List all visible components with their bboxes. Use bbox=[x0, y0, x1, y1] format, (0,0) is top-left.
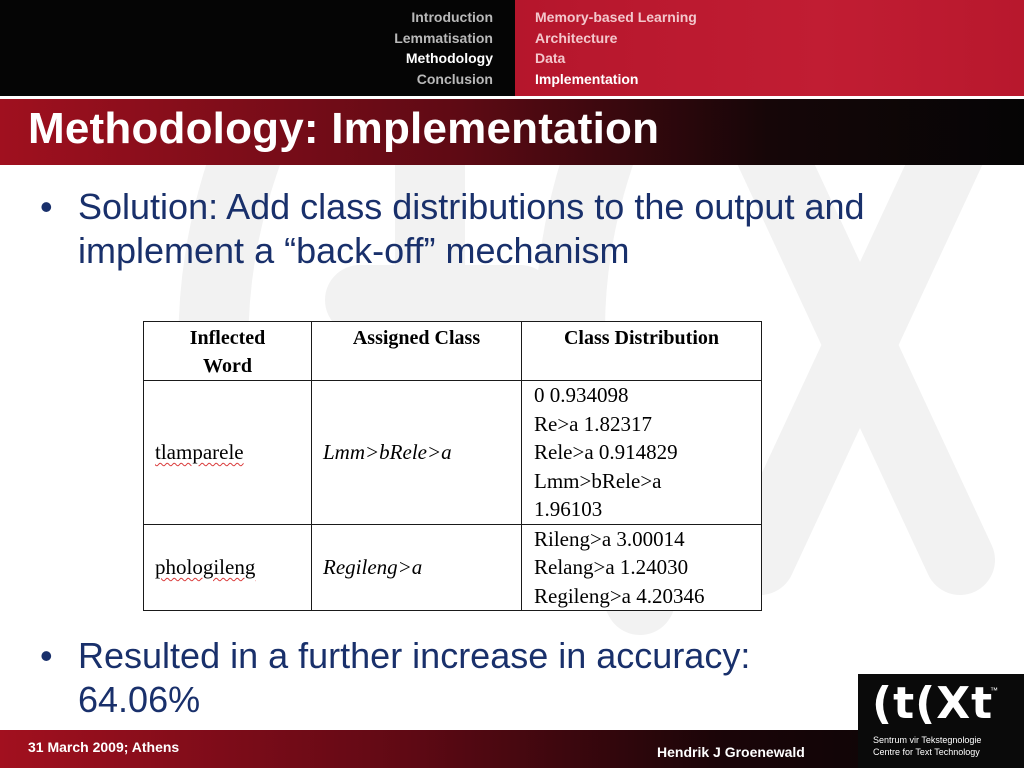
title-band bbox=[0, 99, 1024, 165]
distribution-line: 1.96103 bbox=[534, 497, 603, 521]
distribution-line: Relang>a 1.24030 bbox=[534, 555, 689, 579]
class-distribution-table: Inflected Word Assigned Class Class Dist… bbox=[143, 321, 762, 611]
word-cell: phologileng bbox=[143, 523, 312, 611]
bullet-glyph: • bbox=[40, 635, 53, 676]
footer-author: Hendrik J Groenewald bbox=[657, 744, 805, 760]
bullet-glyph: • bbox=[40, 186, 53, 227]
bullet-text: Resulted in a further increase in accura… bbox=[78, 635, 751, 720]
distribution-cell: Rileng>a 3.00014 Relang>a 1.24030 Regile… bbox=[521, 523, 762, 611]
logo-trademark: ™ bbox=[990, 686, 998, 695]
footer-date: 31 March 2009; Athens bbox=[28, 739, 180, 755]
word-text: tlamparele bbox=[155, 439, 244, 464]
nav-item-data[interactable]: Data bbox=[535, 50, 566, 66]
word-cell: tlamparele bbox=[143, 380, 312, 525]
assigned-class-text: Lmm>bRele>a bbox=[323, 439, 452, 464]
distribution-line: Re>a 1.82317 bbox=[534, 411, 652, 436]
header-divider bbox=[0, 96, 1024, 99]
nav-item-lemmatisation[interactable]: Lemmatisation bbox=[394, 29, 493, 46]
nav-item-introduction[interactable]: Introduction bbox=[411, 9, 493, 25]
nav-item-implementation[interactable]: Implementation bbox=[535, 70, 639, 87]
nav-item-memory-based-learning[interactable]: Memory-based Learning bbox=[535, 9, 697, 25]
nav-item-methodology[interactable]: Methodology bbox=[405, 50, 493, 66]
nav-right-panel bbox=[515, 0, 1024, 97]
header-inflected-word: Inflected Word bbox=[143, 321, 312, 381]
word-text: phologileng bbox=[155, 554, 256, 579]
top-navigation-header: Introduction Lemmatisation Methodology C… bbox=[0, 0, 1024, 99]
assigned-class-text: Regileng>a bbox=[323, 554, 423, 579]
nav-left-panel bbox=[0, 0, 515, 97]
assigned-class-cell: Regileng>a bbox=[311, 523, 522, 611]
table-row: tlamparele Lmm>bRele>a 0 0.934098 Re>a 1… bbox=[143, 380, 762, 525]
distribution-line: Rele>a 0.914829 bbox=[534, 440, 678, 464]
subsection-nav: Memory-based Learning Architecture Data … bbox=[535, 7, 697, 89]
logo-text-english: Centre for Text Technology bbox=[873, 747, 980, 757]
nav-item-architecture[interactable]: Architecture bbox=[535, 29, 618, 46]
logo-mark: (t(Xt bbox=[872, 678, 994, 729]
slide-title: Methodology: Implementation bbox=[28, 104, 660, 153]
header-label: Inflected Word bbox=[189, 327, 266, 377]
ctext-logo bbox=[858, 674, 1024, 768]
footer-bar bbox=[0, 730, 1024, 768]
table-row: phologileng Regileng>a Rileng>a 3.00014 … bbox=[143, 523, 762, 611]
section-nav: Introduction Lemmatisation Methodology C… bbox=[394, 7, 493, 89]
header-assigned-class: Assigned Class bbox=[311, 321, 522, 381]
distribution-line: Lmm>bRele>a bbox=[534, 468, 662, 493]
assigned-class-cell: Lmm>bRele>a bbox=[311, 380, 522, 525]
bullet-result: • Resulted in a further increase in accu… bbox=[40, 634, 970, 722]
bullet-solution: • Solution: Add class distributions to t… bbox=[40, 185, 970, 273]
distribution-line: Rileng>a 3.00014 bbox=[534, 526, 685, 551]
distribution-cell: 0 0.934098 Re>a 1.82317 Rele>a 0.914829 … bbox=[521, 380, 762, 525]
bullet-text: Solution: Add class distributions to the… bbox=[78, 186, 865, 271]
distribution-line: Regileng>a 4.20346 bbox=[534, 583, 705, 608]
logo-text-afrikaans: Sentrum vir Tekstegnologie bbox=[873, 735, 982, 745]
nav-item-conclusion[interactable]: Conclusion bbox=[416, 70, 493, 87]
header-class-distribution: Class Distribution bbox=[521, 321, 762, 381]
distribution-line: 0 0.934098 bbox=[534, 383, 629, 407]
table-header-row: Inflected Word Assigned Class Class Dist… bbox=[143, 321, 762, 381]
